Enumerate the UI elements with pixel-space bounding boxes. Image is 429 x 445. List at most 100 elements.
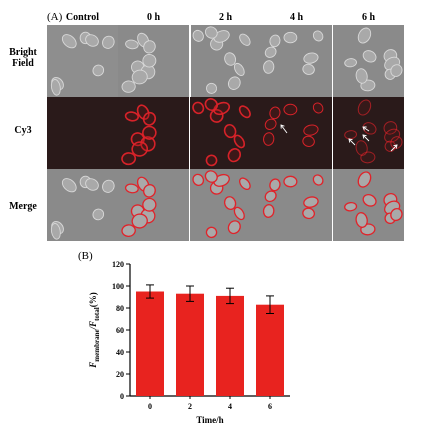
row-header-cy3: Cy3 (14, 125, 32, 136)
cell-2 (92, 208, 105, 221)
cell-5 (142, 125, 157, 140)
y-tick-label-100: 100 (112, 282, 124, 291)
cell-8 (344, 58, 357, 68)
cell-6 (263, 60, 275, 74)
cell-5 (204, 170, 218, 183)
cell-4 (357, 171, 372, 188)
cell-7 (192, 173, 205, 187)
cell-3 (125, 39, 139, 50)
cell-4 (302, 135, 315, 147)
cell-5 (142, 53, 157, 68)
micrograph-fluor-2 (190, 97, 261, 169)
cell-3 (303, 52, 319, 64)
cell-6 (263, 132, 275, 146)
y-tick-label-80: 80 (116, 304, 124, 313)
column-header-control: Control (65, 12, 100, 23)
x-tick-label-4: 4 (228, 402, 232, 411)
cell-5 (142, 197, 157, 212)
x-axis-title: Time/h (196, 415, 223, 425)
cell-4 (50, 223, 61, 240)
cell-7 (192, 101, 205, 115)
arrow-marker-2 (390, 144, 398, 152)
micrograph-merge-1 (118, 169, 189, 241)
cell-5 (355, 68, 368, 84)
cell-8 (238, 105, 251, 119)
row-header-bright-line1: Bright (9, 47, 37, 58)
cell-3 (213, 30, 230, 43)
cell-5 (102, 179, 115, 193)
cell-5 (355, 212, 368, 228)
cell-0 (233, 134, 246, 149)
cell-2 (283, 175, 298, 188)
y-tick-label-120: 120 (112, 260, 124, 269)
cell-1 (269, 178, 281, 192)
cell-6 (61, 178, 77, 193)
cell-6 (61, 34, 77, 49)
cell-6 (143, 40, 156, 54)
cell-6 (143, 184, 156, 198)
row-header-bright-field: Bright Field (0, 47, 46, 69)
cell-6 (227, 148, 242, 163)
cell-0 (264, 46, 277, 58)
x-tick-label-0: 0 (148, 402, 152, 411)
y-tick-label-0: 0 (120, 392, 124, 401)
y-tick-label-20: 20 (116, 370, 124, 379)
bar-6 (256, 304, 284, 396)
micrograph-bright-4 (333, 25, 404, 97)
micrograph-fluor-3 (261, 97, 332, 169)
cell-3 (85, 34, 99, 47)
arrow-head-0 (348, 138, 353, 143)
y-axis-title: Fmembrane/Ftotal(%) (88, 292, 101, 368)
cell-7 (131, 213, 148, 229)
cell-6 (227, 76, 241, 90)
cell-1 (121, 80, 136, 93)
arrow-marker-0 (280, 124, 288, 134)
panel-b-label: (B) (78, 250, 93, 262)
cell-8 (344, 130, 358, 140)
cell-5 (355, 140, 368, 156)
cell-7 (192, 29, 204, 42)
cell-2 (283, 103, 298, 116)
cell-3 (85, 178, 99, 191)
cell-8 (344, 201, 358, 212)
cell-2 (92, 64, 105, 77)
column-header-6h: 6 h (361, 12, 376, 23)
micrograph-merge-0 (47, 169, 118, 241)
cell-1 (121, 152, 137, 166)
arrow-marker-1 (362, 134, 370, 142)
cell-4 (50, 79, 61, 96)
cell-0 (264, 190, 277, 203)
arrow-marker-3 (362, 126, 370, 132)
cell-1 (269, 106, 281, 120)
arrow-head-3 (362, 126, 367, 131)
cell-7 (390, 64, 403, 77)
cell-0 (233, 62, 245, 76)
cell-4 (223, 123, 237, 139)
micrograph-merge-3 (261, 169, 332, 241)
cell-5 (312, 102, 324, 114)
cell-0 (362, 193, 377, 207)
chart-svg: 0 20 40 60 80 100 120 0 2 4 6 Time/h Fmembrane/Ftota… (88, 260, 290, 425)
cell-4 (140, 136, 156, 152)
bright-field-separator (189, 25, 191, 97)
cell-5 (102, 35, 115, 49)
micrograph-bright-1 (118, 25, 189, 97)
cell-8 (239, 33, 251, 46)
y-tick-label-60: 60 (116, 326, 124, 335)
arrow-head-2 (393, 144, 398, 149)
cell-6 (227, 220, 241, 235)
x-tick-label-6: 6 (268, 402, 272, 411)
cell-2 (283, 31, 298, 44)
bar-2 (176, 293, 204, 396)
cell-6 (262, 204, 275, 218)
cell-3 (384, 128, 401, 143)
x-tick-label-2: 2 (188, 402, 192, 411)
cell-7 (131, 69, 148, 85)
micrograph-fluor-4 (333, 97, 404, 169)
row-header-bright-line2: Field (12, 58, 34, 69)
micrograph-bright-3 (261, 25, 332, 97)
column-header-2h: 2 h (218, 12, 233, 23)
cell-0 (362, 50, 377, 63)
cell-5 (204, 26, 218, 39)
column-header-0h: 0 h (146, 12, 161, 23)
